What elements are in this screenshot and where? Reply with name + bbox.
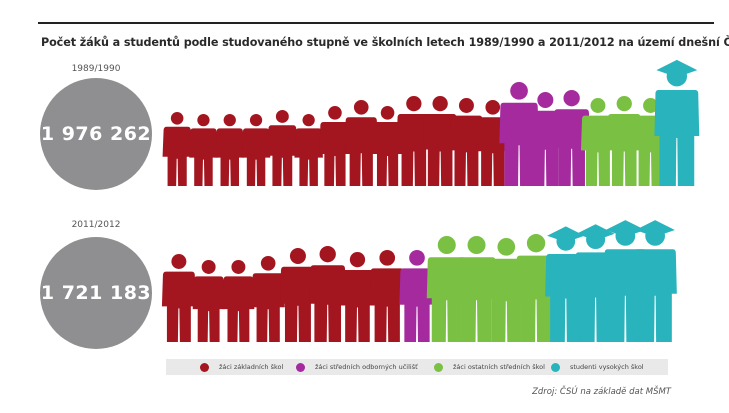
figure-zakladni-2-1 [161,254,196,342]
year-label-1989: 1989/1990 [71,64,121,74]
total-value-2011: 1 721 183 [40,282,152,304]
legend-dot-icon [200,362,209,372]
figure-ostatni-2-3 [486,238,526,342]
legend-label: studenti vysokých škol [570,363,644,371]
chart-title: Počet žáků a studentů podle studovaného … [41,36,729,49]
figure-zakladni-1-11 [422,96,458,186]
figure-zakladni-2-3 [222,260,255,342]
figure-zakladni-1-10 [396,96,432,186]
figure-zakladni-2-6 [309,246,347,342]
figure-zakladni-2-8 [369,250,405,342]
legend-label: žáci ostatních středních škol [453,363,545,371]
figure-zakladni-1-7 [319,106,351,186]
figure-zakladni-2-2 [192,260,225,342]
source-note: Zdroj: ČSÚ na základě dat MŠMT [532,387,671,397]
figure-ostatni-2-1 [426,236,467,342]
legend-label: žáci středních odborných učilišť [315,363,418,371]
top-rule [38,22,714,24]
figure-odborne-2-1 [399,250,435,342]
figure-zakladni-1-12 [449,98,484,186]
figure-ostatni-1-2 [606,96,642,186]
total-circle-1989: 1 976 262 [40,78,152,190]
legend-item-zakladni: žáci základních škol [200,359,283,375]
legend-item-ostatni: žáci ostatních středních škol [434,359,545,375]
legend-dot-icon [296,362,305,372]
figure-zakladni-1-4 [241,114,271,186]
figure-zakladni-2-4 [251,256,285,342]
total-value-1989: 1 976 262 [40,123,152,145]
legend-dot-icon [434,362,443,372]
figure-zakladni-1-3 [215,114,244,186]
figure-odborne-1-3 [553,90,590,186]
figure-vysoke-2-4 [633,220,677,342]
figure-zakladni-2-5 [279,248,316,342]
figure-zakladni-1-9 [371,106,404,186]
legend-dot-icon [551,362,560,372]
figure-zakladni-1-1 [162,112,192,186]
legend-item-odborne: žáci středních odborných učilišť [296,359,418,375]
figure-zakladni-2-7 [340,252,375,342]
figure-ostatni-2-2 [456,236,497,342]
figure-ostatni-1-1 [580,98,615,186]
legend-label: žáci základních škol [219,363,284,371]
figure-zakladni-1-8 [344,100,378,186]
total-circle-2011: 1 721 183 [40,237,152,349]
figure-zakladni-1-2 [189,114,218,186]
figure-vysoke-1-1 [654,59,700,186]
year-label-2011: 2011/2012 [71,220,121,230]
legend-item-vysoke: studenti vysokých škol [551,359,644,375]
figure-zakladni-1-6 [294,114,323,186]
figure-zakladni-1-5 [267,110,298,186]
legend: žáci základních škol žáci středních odbo… [166,359,668,375]
